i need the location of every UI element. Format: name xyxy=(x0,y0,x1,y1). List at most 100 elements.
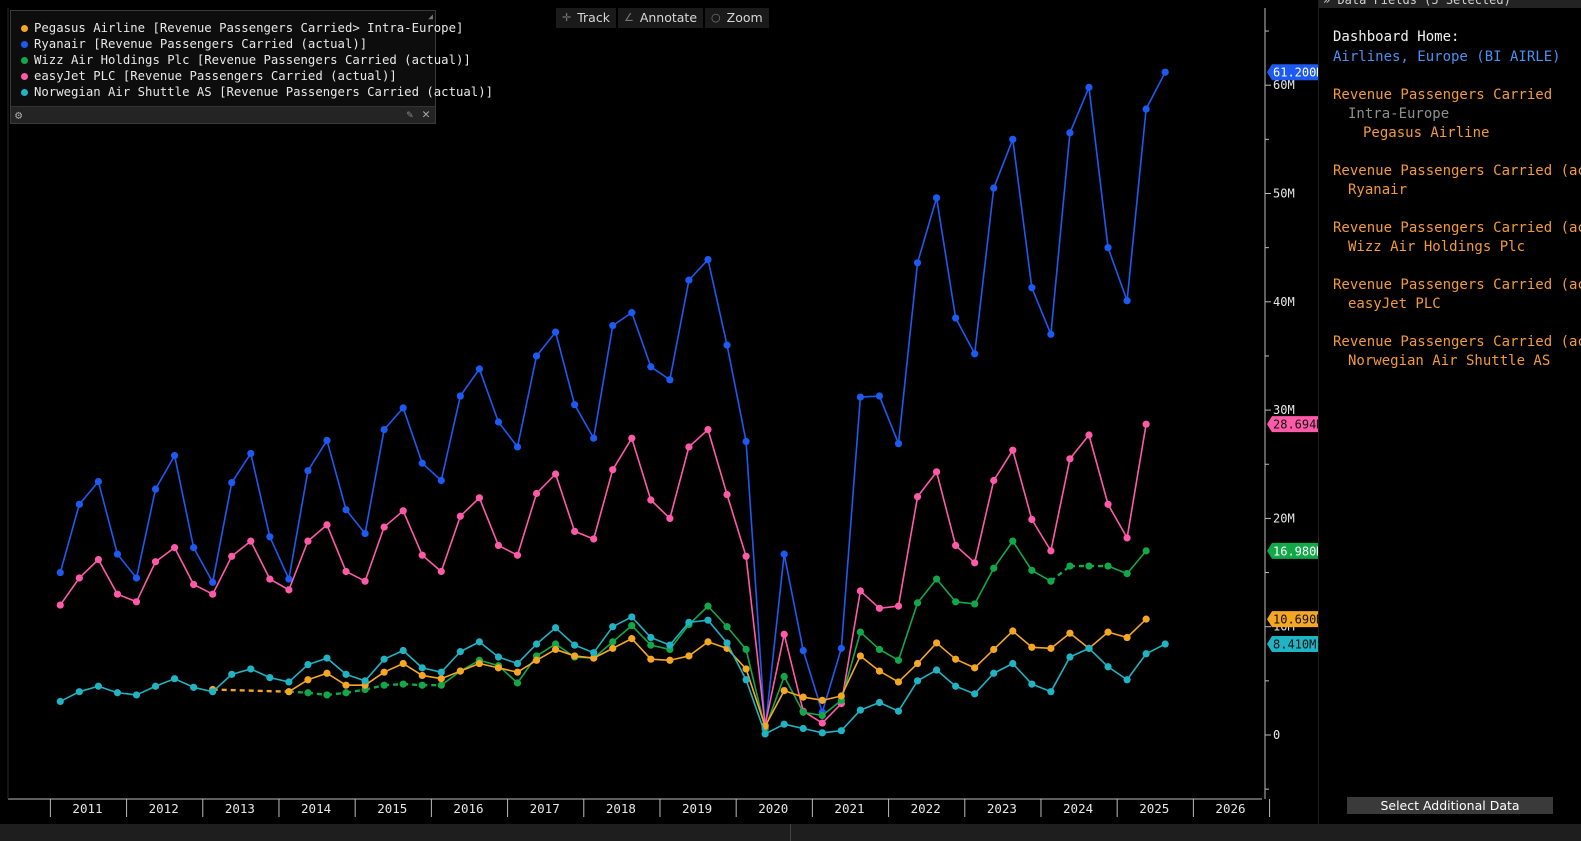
data-point xyxy=(609,466,617,474)
zoom-button[interactable]: ○ Zoom xyxy=(705,8,769,28)
last-value-tag xyxy=(1267,542,1318,559)
data-point xyxy=(323,521,331,529)
data-point xyxy=(418,681,426,689)
data-point xyxy=(399,507,407,515)
data-point xyxy=(875,604,884,612)
data-point xyxy=(590,649,598,657)
legend-item-norwegian[interactable]: Norwegian Air Shuttle AS [Revenue Passen… xyxy=(21,84,493,100)
series-segment xyxy=(1012,540,1033,571)
data-point xyxy=(894,678,903,686)
series-segment xyxy=(840,590,862,704)
series-segment xyxy=(269,578,290,591)
data-point xyxy=(856,652,864,660)
field-group[interactable]: Revenue Passengers Carried (act… Wizz Ai… xyxy=(1333,219,1581,257)
close-icon[interactable]: ✕ xyxy=(422,107,430,122)
field-group[interactable]: Revenue Passengers Carried (act… Ryanair xyxy=(1333,162,1581,200)
last-value-text: 10.690M xyxy=(1273,613,1318,627)
pencil-icon: ∠ xyxy=(623,11,634,24)
data-point xyxy=(666,641,674,649)
series-segment xyxy=(783,634,805,712)
series-segment xyxy=(993,449,1014,481)
x-tick-label: 2019 xyxy=(682,801,712,816)
x-tick-label: 2023 xyxy=(987,801,1017,816)
data-point xyxy=(456,392,464,400)
data-point xyxy=(609,322,617,330)
data-point xyxy=(685,618,693,626)
data-point xyxy=(1009,659,1017,668)
resize-grip-icon[interactable]: ◢ xyxy=(428,12,433,21)
data-point xyxy=(190,580,198,589)
series-segment xyxy=(764,554,785,730)
series-segment xyxy=(402,510,423,556)
data-point xyxy=(647,641,655,649)
data-point xyxy=(228,479,236,487)
pin-icon[interactable]: ✎ xyxy=(406,108,413,121)
last-value-tag xyxy=(1267,416,1318,433)
series-segment xyxy=(592,325,614,439)
data-point xyxy=(1047,577,1055,585)
series-segment xyxy=(478,497,500,546)
series-segment xyxy=(116,553,138,579)
series-segment xyxy=(211,555,233,595)
series-segment xyxy=(478,368,500,423)
data-point xyxy=(304,467,312,475)
series-segment xyxy=(612,437,633,471)
data-point xyxy=(418,459,426,467)
last-value-tag xyxy=(1267,636,1318,653)
data-point xyxy=(628,613,636,621)
data-point xyxy=(647,496,655,504)
field-group[interactable]: Revenue Passengers Carried (act… Norwegi… xyxy=(1333,333,1581,371)
chart-area[interactable]: 010M20M30M40M50M60M201120122013201420152… xyxy=(0,0,1318,841)
data-point xyxy=(628,434,636,442)
series-segment xyxy=(916,578,938,604)
field-entity: Norwegian Air Shuttle AS xyxy=(1348,353,1551,369)
data-point xyxy=(361,529,369,538)
annotate-button[interactable]: ∠ Annotate xyxy=(617,8,704,28)
series-segment xyxy=(764,634,785,726)
panel-header[interactable]: » Data Fields (5 Selected) xyxy=(1319,0,1581,8)
series-segment xyxy=(288,540,309,591)
series-segment xyxy=(536,648,556,661)
data-point xyxy=(170,451,179,460)
data-point xyxy=(952,314,960,322)
line-chart[interactable]: 010M20M30M40M50M60M201120122013201420152… xyxy=(0,0,1318,841)
field-group[interactable]: Revenue Passengers Carried (act… easyJet… xyxy=(1333,276,1581,314)
data-point xyxy=(1066,129,1074,137)
data-point xyxy=(456,512,464,520)
data-point xyxy=(971,559,979,567)
data-point xyxy=(704,255,712,264)
data-point xyxy=(990,669,998,677)
y-tick-label: 20M xyxy=(1273,511,1295,525)
series-segment xyxy=(250,453,271,537)
data-point xyxy=(952,682,960,690)
data-point xyxy=(894,602,903,610)
series-segment xyxy=(936,642,957,660)
data-point xyxy=(475,494,483,502)
series-segment xyxy=(535,473,557,495)
data-point xyxy=(952,541,960,550)
data-point xyxy=(209,578,217,586)
legend-item-pegasus[interactable]: Pegasus Airline [Revenue Passengers Carr… xyxy=(21,20,463,36)
data-point xyxy=(1104,663,1112,671)
gear-icon[interactable]: ⚙ xyxy=(15,108,23,122)
series-segment xyxy=(59,577,80,606)
series-segment xyxy=(745,441,766,730)
data-point xyxy=(1066,562,1074,570)
legend-item-wizz-air[interactable]: Wizz Air Holdings Plc [Revenue Passenger… xyxy=(21,52,471,68)
chart-legend[interactable]: ◢ Pegasus Airline [Revenue Passengers Ca… xyxy=(10,10,493,124)
data-point xyxy=(818,711,826,720)
data-point xyxy=(1028,680,1036,688)
data-point xyxy=(628,309,636,317)
dashboard-link[interactable]: Airlines, Europe (BI AIRLE) xyxy=(1333,49,1561,65)
legend-item-ryanair[interactable]: Ryanair [Revenue Passengers Carried (act… xyxy=(21,36,435,52)
field-group[interactable]: Revenue Passengers Carried Intra-Europe … xyxy=(1333,86,1581,143)
series-segment xyxy=(935,471,957,546)
data-point xyxy=(666,376,674,384)
legend-item-easyjet[interactable]: easyJet PLC [Revenue Passengers Carried … xyxy=(21,68,435,84)
series-segment xyxy=(326,657,347,675)
track-button[interactable]: ✛ Track xyxy=(556,8,616,28)
series-segment xyxy=(212,688,289,693)
data-point xyxy=(380,681,388,689)
select-additional-data-button[interactable]: Select Additional Data xyxy=(1347,797,1553,814)
data-point xyxy=(609,638,617,646)
